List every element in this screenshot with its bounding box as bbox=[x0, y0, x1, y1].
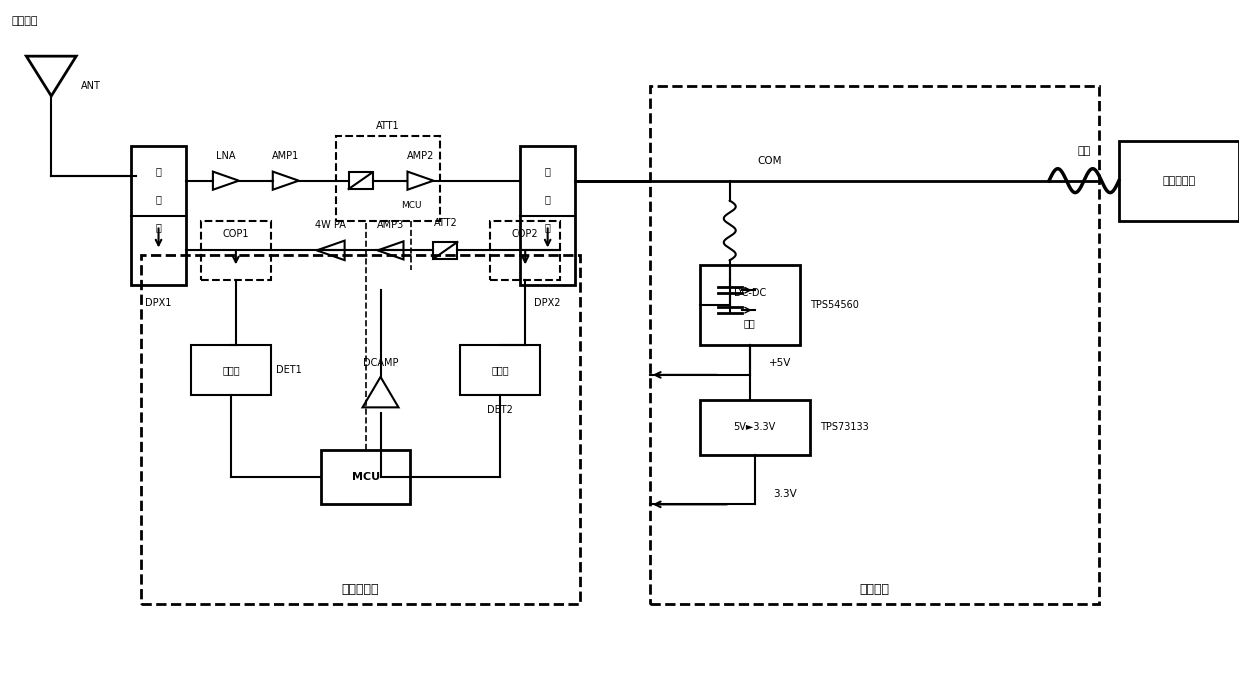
Bar bbox=[336, 136, 440, 220]
Text: TPS54560: TPS54560 bbox=[810, 300, 858, 310]
Text: DPX2: DPX2 bbox=[534, 298, 560, 308]
Text: TPS73133: TPS73133 bbox=[820, 422, 868, 432]
Bar bbox=[191, 345, 270, 395]
Text: 4W PA: 4W PA bbox=[315, 220, 346, 231]
Bar bbox=[131, 146, 186, 285]
Text: DC-DC: DC-DC bbox=[734, 288, 766, 298]
Text: 电缆: 电缆 bbox=[1078, 146, 1091, 156]
Text: 工: 工 bbox=[155, 194, 161, 204]
Text: 自适应模块: 自适应模块 bbox=[342, 582, 379, 596]
Text: DCAMP: DCAMP bbox=[363, 358, 398, 368]
Text: ATT1: ATT1 bbox=[376, 121, 399, 131]
Bar bbox=[201, 220, 270, 280]
Text: MCU: MCU bbox=[401, 201, 422, 210]
Text: 电源模块: 电源模块 bbox=[859, 582, 889, 596]
Bar bbox=[490, 220, 560, 280]
Bar bbox=[699, 265, 800, 345]
Text: DET2: DET2 bbox=[487, 404, 513, 415]
Text: 双: 双 bbox=[155, 166, 161, 176]
Bar bbox=[1118, 141, 1239, 220]
Text: DET1: DET1 bbox=[275, 365, 301, 375]
Text: 器: 器 bbox=[544, 222, 551, 231]
Text: AMP1: AMP1 bbox=[272, 151, 299, 161]
Bar bbox=[141, 255, 580, 604]
Text: MCU: MCU bbox=[351, 472, 379, 482]
Text: LNA: LNA bbox=[216, 151, 236, 161]
Text: COP2: COP2 bbox=[512, 229, 538, 238]
Bar bbox=[460, 345, 541, 395]
Text: 3.3V: 3.3V bbox=[773, 489, 796, 500]
Text: AMP3: AMP3 bbox=[377, 220, 404, 231]
Bar bbox=[348, 172, 372, 189]
Text: AMP2: AMP2 bbox=[407, 151, 434, 161]
Text: 无源天线: 无源天线 bbox=[11, 16, 38, 26]
Text: 检波器: 检波器 bbox=[491, 365, 510, 375]
Bar bbox=[699, 400, 810, 455]
Text: DPX1: DPX1 bbox=[145, 298, 171, 308]
Text: 模块: 模块 bbox=[744, 318, 755, 328]
Text: 工: 工 bbox=[544, 194, 551, 204]
Text: 5V►3.3V: 5V►3.3V bbox=[734, 422, 776, 432]
Text: 器: 器 bbox=[155, 222, 161, 231]
Bar bbox=[521, 146, 575, 285]
Text: ANT: ANT bbox=[81, 81, 102, 91]
Text: COP1: COP1 bbox=[223, 229, 249, 238]
Text: +5V: +5V bbox=[769, 358, 791, 368]
Text: 双: 双 bbox=[544, 166, 551, 176]
Text: ATT2: ATT2 bbox=[434, 218, 458, 227]
Bar bbox=[434, 242, 458, 259]
Text: 检波器: 检波器 bbox=[222, 365, 239, 375]
Bar bbox=[321, 450, 410, 505]
Text: 终端通信机: 终端通信机 bbox=[1162, 176, 1195, 186]
Text: COM: COM bbox=[758, 156, 782, 165]
Bar bbox=[650, 86, 1099, 604]
